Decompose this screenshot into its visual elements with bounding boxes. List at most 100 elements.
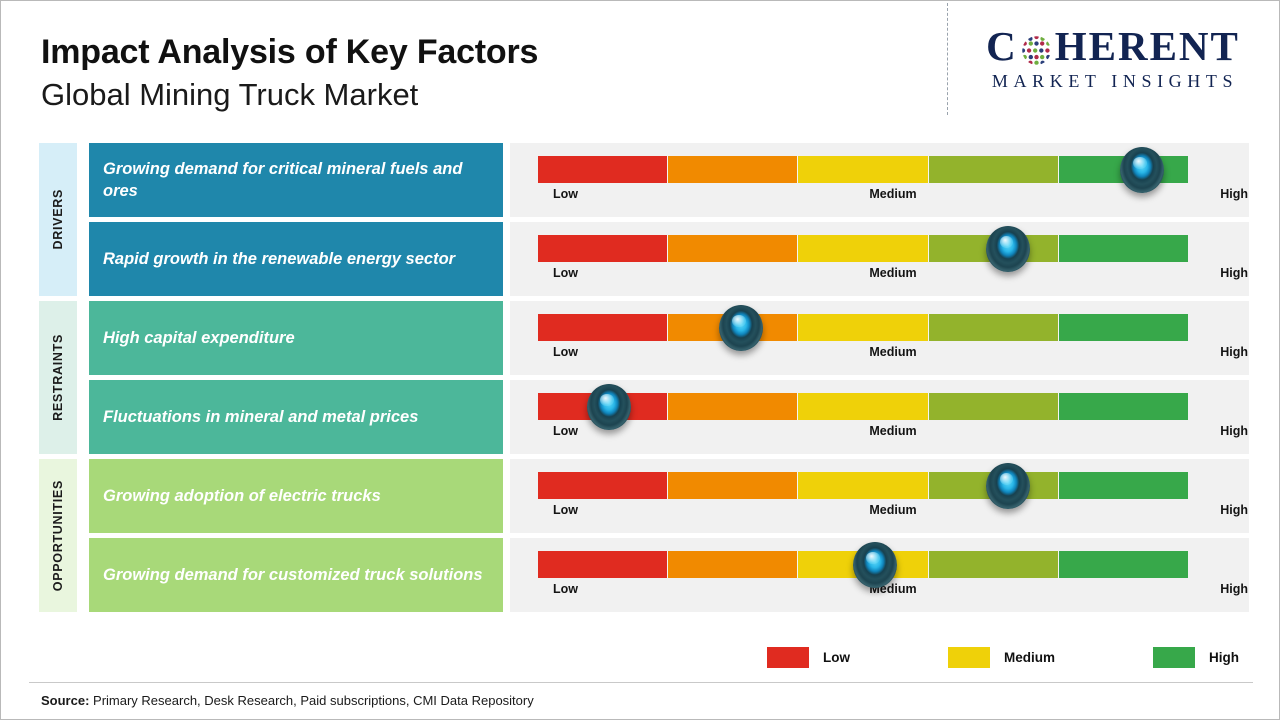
scale-label-medium: Medium (869, 266, 917, 280)
logo-letter-c: C (986, 23, 1018, 69)
legend-item: Medium (948, 646, 1056, 668)
gauge-segment-4 (928, 235, 1059, 262)
gauge-segment-3 (798, 551, 929, 578)
scale-label-low: Low (553, 503, 578, 517)
gauge-segment-3 (798, 156, 929, 183)
factor-text: Growing adoption of electric trucks (103, 487, 381, 505)
gauge-segment-2 (668, 472, 799, 499)
category-label-restraints: RESTRAINTS (39, 301, 77, 454)
gauge-segment-3 (798, 472, 929, 499)
gauge-segment-4 (928, 551, 1059, 578)
gauge-segment-5 (1058, 235, 1189, 262)
gauge-segment-5 (1058, 314, 1189, 341)
gauge-scale-labels: Low Medium High (538, 503, 1248, 523)
gauge-segment-5 (1058, 472, 1189, 499)
gauge-segment-5 (1058, 551, 1189, 578)
gauge-scale-labels: Low Medium High (538, 582, 1248, 602)
page-title: Impact Analysis of Key Factors (41, 33, 539, 71)
gauge-bar (538, 551, 1189, 578)
gauge-segment-4 (928, 156, 1059, 183)
scale-label-low: Low (553, 424, 578, 438)
impact-gauge: Low Medium High (510, 143, 1249, 217)
category-label-text: RESTRAINTS (51, 334, 65, 421)
gauge-bar (538, 156, 1189, 183)
factor-text: High capital expenditure (103, 329, 295, 347)
gauge-bar (538, 314, 1189, 341)
source-text: Primary Research, Desk Research, Paid su… (89, 693, 534, 708)
gauge-segment-2 (668, 393, 799, 420)
gauge-segment-2 (668, 156, 799, 183)
category-label-text: OPPORTUNITIES (51, 479, 65, 592)
gauge-bar (538, 472, 1189, 499)
scale-label-high: High (1220, 345, 1248, 359)
legend-swatch (1153, 646, 1196, 668)
scale-label-high: High (1220, 187, 1248, 201)
gauge-scale-labels: Low Medium High (538, 187, 1248, 207)
scale-label-high: High (1220, 424, 1248, 438)
source-note: Source: Primary Research, Desk Research,… (41, 693, 534, 708)
gauge-bar (538, 393, 1189, 420)
gauge-segment-2 (668, 314, 799, 341)
gauge-segment-1 (538, 551, 669, 578)
scale-label-medium: Medium (869, 582, 917, 596)
gauge-segment-4 (928, 393, 1059, 420)
impact-gauge: Low Medium High (510, 459, 1249, 533)
factor-text: Rapid growth in the renewable energy sec… (103, 250, 456, 268)
gauge-segment-5 (1058, 156, 1189, 183)
gauge-scale-labels: Low Medium High (538, 345, 1248, 365)
logo-divider (947, 3, 948, 115)
page-subtitle: Global Mining Truck Market (41, 77, 419, 112)
source-label: Source: (41, 693, 90, 708)
gauge-segment-1 (538, 156, 669, 183)
factor-text: Growing demand for critical mineral fuel… (103, 160, 463, 200)
gauge-segment-4 (928, 314, 1059, 341)
factor-box: Growing adoption of electric trucks (89, 459, 503, 533)
scale-label-low: Low (553, 345, 578, 359)
legend-label: Medium (1004, 649, 1056, 665)
factor-box: High capital expenditure (89, 301, 503, 375)
gauge-scale-labels: Low Medium High (538, 266, 1248, 286)
legend: Low Medium High (767, 646, 1239, 668)
impact-gauge: Low Medium High (510, 380, 1249, 454)
legend-label: Low (823, 649, 850, 665)
scale-label-high: High (1220, 503, 1248, 517)
impact-gauge: Low Medium High (510, 301, 1249, 375)
scale-label-medium: Medium (869, 345, 917, 359)
scale-label-medium: Medium (869, 187, 917, 201)
gauge-segment-2 (668, 551, 799, 578)
category-label-text: DRIVERS (51, 189, 65, 250)
gauge-bar (538, 235, 1189, 262)
legend-item: Low (767, 646, 850, 668)
scale-label-medium: Medium (869, 424, 917, 438)
factor-box: Growing demand for customized truck solu… (89, 538, 503, 612)
impact-gauge: Low Medium High (510, 222, 1249, 296)
gauge-segment-3 (798, 235, 929, 262)
gauge-segment-1 (538, 235, 669, 262)
impact-gauge: Low Medium High (510, 538, 1249, 612)
factor-text: Fluctuations in mineral and metal prices (103, 408, 419, 426)
company-logo: C (963, 23, 1263, 92)
title-block: Impact Analysis of Key Factors Global Mi… (41, 31, 538, 117)
logo-wordmark-top: C (963, 23, 1263, 69)
category-label-drivers: DRIVERS (39, 143, 77, 296)
factor-box: Rapid growth in the renewable energy sec… (89, 222, 503, 296)
gauge-segment-3 (798, 314, 929, 341)
logo-wordmark-rest: HERENT (1054, 23, 1240, 69)
logo-wordmark-bottom: MARKET INSIGHTS (991, 71, 1239, 91)
factor-box: Fluctuations in mineral and metal prices (89, 380, 503, 454)
category-label-opportunities: OPPORTUNITIES (39, 459, 77, 612)
scale-label-low: Low (553, 582, 578, 596)
legend-swatch (948, 646, 990, 668)
gauge-segment-3 (798, 393, 929, 420)
gauge-segment-4 (928, 472, 1059, 499)
gauge-segment-1 (538, 393, 669, 420)
gauge-segment-1 (538, 314, 669, 341)
gauge-segment-1 (538, 472, 669, 499)
legend-item: High (1153, 646, 1239, 668)
footer-divider (29, 682, 1253, 683)
scale-label-low: Low (553, 266, 578, 280)
legend-swatch (767, 646, 809, 668)
scale-label-high: High (1220, 582, 1248, 596)
gauge-scale-labels: Low Medium High (538, 424, 1248, 444)
